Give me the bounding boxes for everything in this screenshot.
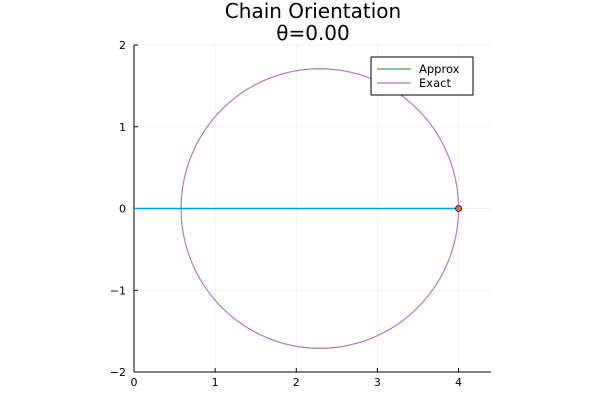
y-tick-label: −1 bbox=[110, 284, 126, 297]
y-tick-label: 1 bbox=[119, 121, 126, 134]
plot-series bbox=[134, 68, 462, 349]
x-tick-label: 1 bbox=[212, 376, 219, 389]
legend-label-exact: Exact bbox=[419, 76, 451, 90]
y-tick-label: 0 bbox=[119, 203, 126, 216]
legend-box bbox=[370, 56, 474, 96]
chart-subtitle: θ=0.00 bbox=[276, 21, 350, 45]
legend-label-approx: Approx bbox=[419, 62, 460, 76]
y-tick-label: −2 bbox=[110, 366, 126, 379]
chain-end-point bbox=[455, 205, 462, 212]
x-tick-label: 3 bbox=[374, 376, 381, 389]
chart-title: Chain Orientation bbox=[225, 0, 401, 23]
x-tick-label: 2 bbox=[293, 376, 300, 389]
x-axis-ticks: 0 1 2 3 4 bbox=[131, 368, 462, 389]
x-tick-label: 4 bbox=[455, 376, 462, 389]
y-tick-label: 2 bbox=[119, 39, 126, 52]
x-tick-label: 0 bbox=[131, 376, 138, 389]
